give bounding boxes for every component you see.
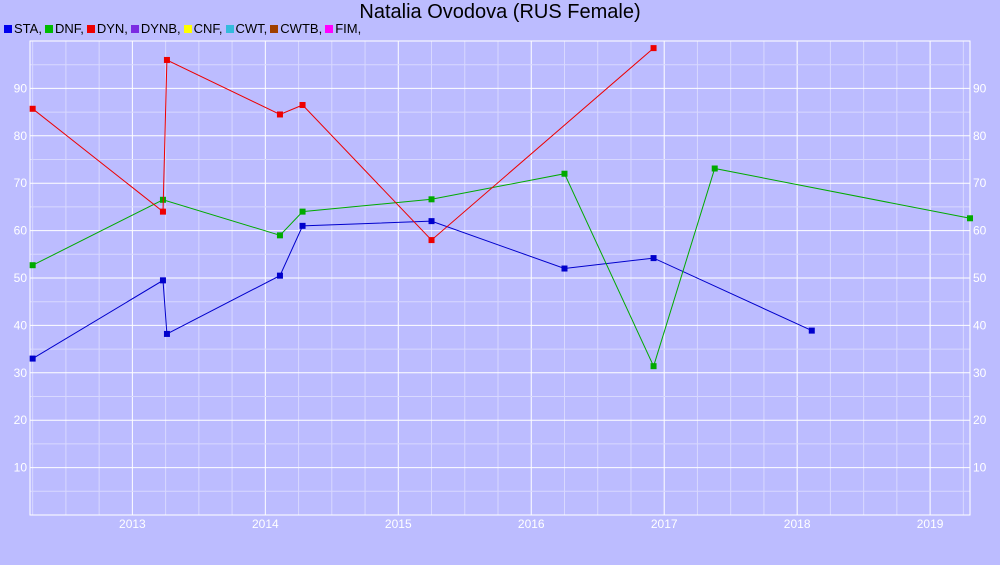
legend-swatch [130,25,139,33]
legend-label: DNF, [54,21,84,36]
series-dnf [29,165,973,370]
data-point-dnf [299,208,306,215]
y-tick-label-right: 60 [973,224,987,238]
data-point-sta [428,218,435,225]
series [29,45,973,370]
legend-swatch [225,25,234,33]
data-point-sta [808,327,815,334]
series-sta [29,218,815,362]
data-point-sta [163,330,170,337]
y-tick-label-right: 80 [973,129,987,143]
data-point-dyn [650,45,657,52]
y-tick-label-right: 90 [973,81,987,95]
legend-swatch [44,25,53,33]
y-tick-label-right: 30 [973,366,987,380]
y-tick-label-right: 10 [973,461,987,475]
legend-label: FIM, [335,21,362,36]
legend: STA, DNF, DYN, DYNB, CNF, CWT, CWTB, FIM, [4,21,364,36]
data-point-sta [650,255,657,262]
legend-item-cwt: CWT, [225,21,268,36]
x-tick-label: 2019 [917,517,944,531]
data-point-sta [159,277,166,284]
data-point-dnf [561,170,568,177]
legend-label: STA, [14,21,42,36]
y-tick-label-left: 60 [14,224,28,238]
y-tick-label-left: 30 [14,366,28,380]
y-tick-label-left: 10 [14,461,28,475]
y-tick-label-right: 50 [973,271,987,285]
x-tick-label: 2014 [252,517,279,531]
legend-item-dnf: DNF, [44,21,84,36]
data-point-dnf [967,215,973,222]
y-tick-label-right: 40 [973,318,987,332]
grid [30,41,970,515]
legend-swatch [4,25,12,33]
y-tick-label-left: 40 [14,318,28,332]
legend-swatch [325,25,334,33]
y-tick-label-left: 90 [14,81,28,95]
x-tick-label: 2016 [518,517,545,531]
data-point-dnf [29,262,36,269]
x-tick-label: 2013 [119,517,146,531]
legend-label: CWTB, [280,21,323,36]
data-point-dyn [299,101,306,108]
y-tick-label-left: 20 [14,413,28,427]
axes-frame [29,40,971,516]
legend-label: DYN, [96,21,128,36]
series-line-dnf [32,167,971,368]
data-point-dyn [276,111,283,118]
data-point-dnf [276,232,283,239]
y-tick-label-left: 50 [14,271,28,285]
legend-swatch [86,25,95,33]
data-point-sta [29,355,36,362]
legend-swatch [183,25,192,33]
plot-border [29,40,971,516]
y-tick-label-left: 80 [14,129,28,143]
data-point-dnf [711,165,718,172]
legend-item-cnf: CNF, [183,21,223,36]
data-point-dnf [428,196,435,203]
data-point-dyn [428,237,435,244]
data-point-dyn [163,56,170,63]
legend-swatch [270,25,279,33]
legend-item-sta: STA, [4,21,42,36]
x-tick-label: 2018 [784,517,811,531]
y-tick-label-right: 20 [973,413,987,427]
data-point-sta [276,272,283,279]
series-line-dyn [32,47,654,241]
data-point-sta [299,222,306,229]
legend-item-fim: FIM, [325,21,361,36]
tick-labels: 10 10 20 20 30 30 40 40 50 50 60 60 70 70 80 80 90 90 2013… [14,81,987,531]
legend-label: CWT, [235,21,268,36]
x-tick-label: 2015 [385,517,412,531]
legend-item-dynb: DYNB, [130,21,181,36]
y-tick-label-right: 70 [973,176,987,190]
data-point-dyn [159,208,166,215]
data-point-sta [561,265,568,272]
x-tick-label: 2017 [651,517,678,531]
data-point-dnf [650,363,657,370]
legend-label: DYNB, [140,21,181,36]
legend-item-cwtb: CWTB, [270,21,322,36]
series-line-sta [32,220,813,360]
legend-label: CNF, [193,21,223,36]
chart-title: Natalia Ovodova (RUS Female) [359,1,641,23]
legend-item-dyn: DYN, [86,21,128,36]
series-dyn [29,45,657,244]
data-point-dyn [29,105,36,112]
y-tick-label-left: 70 [14,176,28,190]
